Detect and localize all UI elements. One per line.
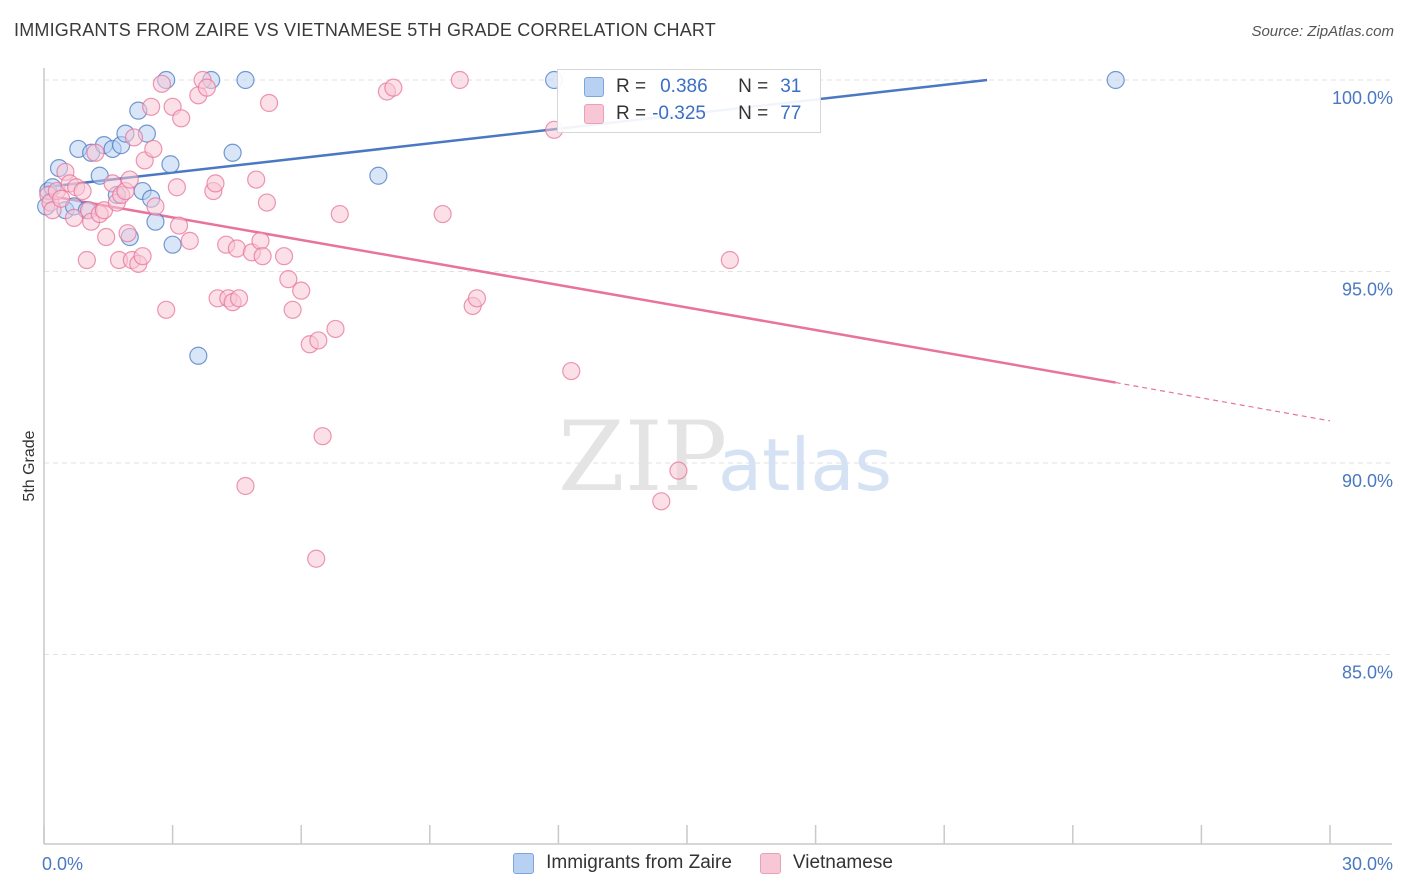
legend-row-vietnamese: R = -0.325 N = 77 <box>584 101 801 127</box>
vietnamese-point <box>669 461 688 480</box>
vietnamese-point <box>251 231 270 250</box>
vietnamese-point <box>259 93 279 113</box>
trend-lines <box>43 78 1331 422</box>
watermark-zip: ZIP <box>558 401 727 513</box>
vietnamese-points <box>39 70 739 568</box>
vietnamese-point <box>97 227 116 247</box>
vietnamese-point <box>562 361 581 381</box>
vietnamese-point <box>313 427 332 446</box>
zaire-point <box>1106 70 1125 90</box>
source-credit: Source: ZipAtlas.com <box>1251 23 1394 40</box>
vietnamese-point <box>467 289 487 308</box>
zaire-swatch <box>584 77 604 97</box>
vietnamese-point <box>144 139 163 159</box>
y-axis-title: 5th Grade <box>21 430 38 501</box>
zaire-legend-swatch <box>513 852 535 874</box>
vietnamese-point <box>120 170 139 189</box>
vietnamese-point <box>720 250 739 270</box>
legend-row-zaire: R = 0.386 N = 31 <box>584 74 801 100</box>
zaire-n-value: 31 <box>780 76 802 97</box>
vietnamese-point <box>384 78 403 97</box>
zaire-point <box>236 70 255 90</box>
vietnamese-point <box>152 74 171 93</box>
vietnamese-trend-extension <box>1115 381 1331 422</box>
zaire-point <box>189 346 208 365</box>
vietnamese-point <box>229 289 249 308</box>
vietnamese-point <box>292 281 311 300</box>
n-label: N = <box>738 76 769 97</box>
gridlines <box>44 79 1392 655</box>
vietnamese-point <box>433 204 452 224</box>
zaire-legend-label: Immigrants from Zaire <box>546 852 732 873</box>
r-label: R = <box>616 103 647 124</box>
vietnamese-swatch <box>584 104 604 124</box>
vietnamese-point <box>172 109 191 128</box>
vietnamese-point <box>169 216 189 235</box>
vietnamese-point <box>309 331 328 350</box>
vietnamese-point <box>118 224 137 243</box>
correlation-legend: R = 0.386 N = 31 R = -0.325 N = 77 <box>557 69 821 133</box>
vietnamese-point <box>450 70 469 90</box>
vietnamese-point <box>227 239 246 258</box>
zaire-trend-line <box>43 78 988 189</box>
vietnamese-point <box>652 492 671 511</box>
chart-title: IMMIGRANTS FROM ZAIRE VS VIETNAMESE 5TH … <box>14 20 717 40</box>
tick-labels: 100.0% 95.0% 90.0% 85.0% 0.0% 30.0% <box>42 88 1393 874</box>
data-points <box>37 70 1125 568</box>
vietnamese-point <box>86 143 105 162</box>
zaire-point <box>223 143 242 162</box>
watermark: ZIP atlas <box>558 401 892 513</box>
zaire-point <box>369 166 388 185</box>
vietnamese-point <box>64 208 84 227</box>
vietnamese-point <box>124 128 144 147</box>
vietnamese-legend-label: Vietnamese <box>792 852 893 873</box>
x-tick-label: 0.0% <box>42 854 83 874</box>
y-tick-label: 85.0% <box>1342 663 1393 683</box>
vietnamese-point <box>236 476 255 496</box>
vietnamese-point <box>279 270 298 289</box>
zaire-point <box>146 212 165 231</box>
vietnamese-point <box>197 78 216 97</box>
legend-item-vietnamese: Vietnamese <box>759 852 893 874</box>
vietnamese-trend-line <box>43 193 1116 384</box>
zaire-point <box>163 235 182 254</box>
vietnamese-point <box>247 170 266 189</box>
zaire-r-value: 0.386 <box>660 76 708 97</box>
vietnamese-legend-swatch <box>759 852 781 874</box>
vietnamese-point <box>206 174 225 193</box>
x-tick-label: 30.0% <box>1342 854 1393 874</box>
vietnamese-point <box>73 181 92 201</box>
vietnamese-point <box>326 319 345 339</box>
vietnamese-point <box>146 197 165 216</box>
zaire-point <box>161 155 180 174</box>
vietnamese-n-value: 77 <box>780 103 802 124</box>
vietnamese-point <box>142 97 161 116</box>
y-tick-label: 95.0% <box>1342 280 1393 300</box>
series-legend: Immigrants from Zaire Vietnamese <box>0 852 1406 874</box>
y-tick-label: 100.0% <box>1332 88 1393 108</box>
vietnamese-point <box>180 231 199 250</box>
vietnamese-point <box>330 204 349 224</box>
vietnamese-point <box>52 189 71 208</box>
vietnamese-point <box>253 247 272 266</box>
y-tick-label: 90.0% <box>1342 471 1393 491</box>
vietnamese-point <box>77 250 96 270</box>
vietnamese-point <box>257 193 277 212</box>
vietnamese-point <box>157 300 176 319</box>
vietnamese-point <box>307 549 326 568</box>
vietnamese-point <box>167 178 186 197</box>
vietnamese-r-value: -0.325 <box>652 103 706 124</box>
legend-item-zaire: Immigrants from Zaire <box>513 852 732 874</box>
n-label: N = <box>738 103 769 124</box>
watermark-atlas: atlas <box>718 423 892 507</box>
r-label: R = <box>616 76 647 97</box>
vietnamese-point <box>274 247 294 266</box>
vietnamese-point <box>133 247 152 266</box>
vietnamese-point <box>283 300 302 319</box>
